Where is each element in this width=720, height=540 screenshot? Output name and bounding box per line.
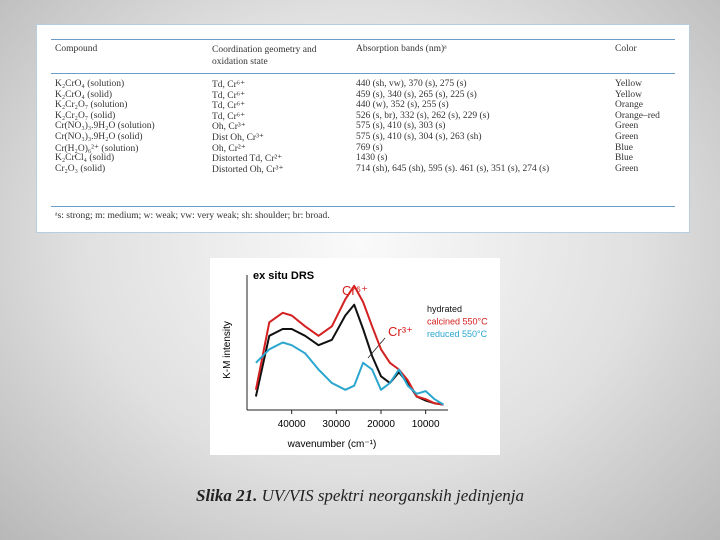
table-cell: Cr₂O₃ (solid) <box>55 163 106 174</box>
x-tick-label: 20000 <box>367 419 395 430</box>
table-cell: Orange <box>615 100 643 111</box>
legend-label: reduced 550°C <box>427 329 488 339</box>
table-cell: K₂CrCl₄ (solid) <box>55 153 115 164</box>
table-cell: Green <box>615 132 639 142</box>
table-cell: Dist Oh, Cr³⁺ <box>212 133 264 143</box>
table-cell: Distorted Oh, Cr³⁺ <box>212 164 284 175</box>
x-tick-label: 40000 <box>278 419 306 430</box>
table-cell: Cr(H₂O)₆²⁺ (solution) <box>55 143 139 154</box>
y-axis-label: K-M intensity <box>222 321 233 379</box>
caption-text: UV/VIS spektri neorganskih jedinjenja <box>261 486 524 505</box>
series-line <box>254 303 444 406</box>
caption-label: Slika 21. <box>195 486 258 505</box>
table-cell: Oh, Cr³⁺ <box>212 122 246 133</box>
table-cell: Yellow <box>615 89 643 100</box>
table-cell: 575 (s), 410 (s), 303 (s) <box>356 121 446 132</box>
table-cell: 769 (s) <box>356 142 383 153</box>
rule <box>51 206 675 207</box>
table-header: Compound <box>55 44 98 54</box>
table-cell: Yellow <box>615 79 643 89</box>
caption: Slika 21. UV/VIS spektri neorganskih jed… <box>0 486 720 506</box>
table-cell: K₂Cr₂O₇ (solid) <box>55 110 116 121</box>
table-header: Coordination geometry and oxidation stat… <box>212 45 317 67</box>
table-cell: Oh, Cr²⁺ <box>212 143 246 154</box>
table-cell: K₂CrO₄ (solution) <box>55 79 125 89</box>
table-cell: Distorted Td, Cr²⁺ <box>212 154 283 165</box>
table-cell: 526 (s, br), 332 (s), 262 (s), 229 (s) <box>356 110 490 121</box>
table-header: Absorption bands (nm)ᵃ <box>356 44 447 54</box>
chart-title: ex situ DRS <box>253 270 314 282</box>
table-cell: 459 (s), 340 (s), 265 (s), 225 (s) <box>356 89 477 100</box>
x-axis-label: wavenumber (cm⁻¹) <box>287 439 377 450</box>
annotation: Cr³⁺ <box>388 324 413 339</box>
table-cell: 575 (s), 410 (s), 304 (s), 263 (sh) <box>356 132 482 142</box>
legend-label: hydrated <box>427 304 462 314</box>
table-cell: Orange–red <box>615 110 660 121</box>
table-cell: K₂Cr₂O₇ (solution) <box>55 100 128 111</box>
table-cell: Cr(NO₃)₃.9H₂O (solution) <box>55 121 155 132</box>
rule <box>51 39 675 40</box>
table-cell: Td, Cr⁶⁺ <box>212 111 246 122</box>
table-cell: 440 (sh, vw), 370 (s), 275 (s) <box>356 79 467 89</box>
table-cell: Cr(NO₃)₃.9H₂O (solid) <box>55 132 143 142</box>
rule <box>51 73 675 74</box>
table-footnote: ᵃs: strong; m: medium; w: weak; vw: very… <box>55 211 330 221</box>
table-cell: 714 (sh), 645 (sh), 595 (s). 461 (s), 35… <box>356 163 550 174</box>
table: Compound Coordination geometry and oxidat… <box>36 24 690 233</box>
x-tick-label: 10000 <box>412 419 440 430</box>
table-cell: 440 (w), 352 (s), 255 (s) <box>356 100 449 111</box>
table-cell: 1430 (s) <box>356 153 388 164</box>
table-cell: Green <box>615 163 639 174</box>
table-header: Color <box>615 44 637 54</box>
series-line <box>255 341 445 406</box>
table-cell: Blue <box>615 153 633 164</box>
chart: ex situ DRS wavenumber (cm⁻¹) K-M intens… <box>222 270 488 450</box>
series-line <box>254 284 444 406</box>
x-tick-label: 30000 <box>322 419 350 430</box>
table-cell: Blue <box>615 142 633 153</box>
chart-panel: ex situ DRS wavenumber (cm⁻¹) K-M intens… <box>210 258 500 455</box>
annotation-pointer <box>367 337 386 359</box>
table-cell: Td, Cr⁶⁺ <box>212 90 246 101</box>
table-cell: Green <box>615 121 639 132</box>
table-cell: Td, Cr⁶⁺ <box>212 101 246 112</box>
table-cell: Td, Cr⁶⁺ <box>212 80 246 90</box>
table-cell: K₂CrO₄ (solid) <box>55 89 113 100</box>
legend-label: calcined 550°C <box>427 317 488 327</box>
